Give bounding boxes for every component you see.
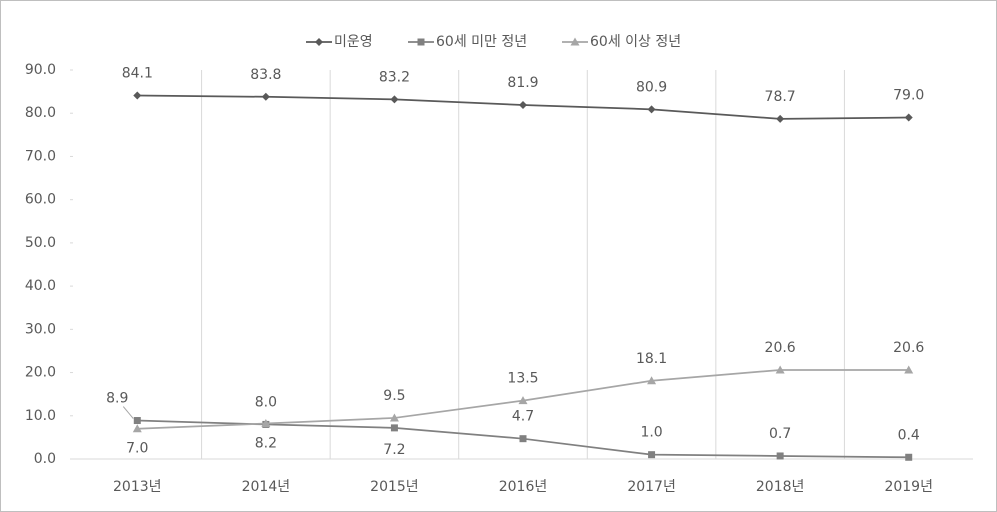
data-label: 18.1: [636, 351, 667, 367]
data-label: 79.0: [893, 88, 924, 104]
marker: [261, 92, 270, 101]
leader-line: [122, 406, 134, 419]
marker: [647, 376, 657, 385]
legend-marker: [417, 38, 425, 46]
marker: [133, 91, 142, 100]
y-tick-label: 40.0: [25, 278, 56, 294]
marker: [776, 114, 785, 123]
data-label: 78.7: [765, 89, 796, 105]
y-tick-label: 0.0: [34, 451, 56, 467]
data-label: 0.4: [898, 427, 920, 443]
data-label: 4.7: [512, 409, 534, 425]
x-tick-label: 2016년: [499, 479, 548, 495]
x-tick-label: 2014년: [242, 479, 291, 495]
x-tick-label: 2018년: [756, 479, 805, 495]
marker: [648, 451, 656, 459]
data-label: 9.5: [383, 388, 405, 404]
data-label: 0.7: [769, 426, 791, 442]
marker: [390, 95, 399, 104]
marker: [905, 453, 913, 461]
x-tick-label: 2015년: [370, 479, 419, 495]
legend-marker: [570, 37, 580, 46]
x-tick-label: 2013년: [113, 479, 162, 495]
y-tick-label: 50.0: [25, 235, 56, 251]
x-tick-label: 2019년: [884, 479, 933, 495]
y-tick-label: 10.0: [25, 408, 56, 424]
marker: [904, 365, 914, 374]
legend-label: 60세 이상 정년: [590, 34, 681, 50]
data-label: 20.6: [765, 340, 796, 356]
data-label: 80.9: [636, 79, 667, 95]
data-label: 83.2: [379, 69, 410, 85]
marker: [519, 101, 527, 110]
data-label: 8.0: [255, 394, 277, 410]
y-tick-label: 30.0: [25, 321, 56, 337]
marker: [647, 105, 656, 114]
marker: [132, 424, 142, 433]
y-tick-label: 60.0: [25, 192, 56, 208]
legend-marker: [315, 38, 323, 46]
legend-label: 미운영: [334, 34, 373, 50]
data-label: 83.8: [250, 67, 281, 83]
marker: [775, 365, 785, 374]
y-tick-label: 80.0: [25, 105, 56, 121]
data-label: 7.2: [383, 442, 405, 458]
data-label: 84.1: [122, 66, 153, 82]
marker: [776, 452, 784, 460]
data-label: 8.9: [106, 391, 128, 407]
marker: [261, 419, 271, 428]
y-tick-label: 90.0: [25, 62, 56, 78]
marker: [133, 417, 141, 425]
data-label: 20.6: [893, 340, 924, 356]
data-label: 81.9: [507, 75, 538, 91]
legend-label: 60세 미만 정년: [436, 34, 527, 50]
marker: [389, 413, 399, 422]
data-label: 7.0: [126, 441, 148, 457]
y-tick-label: 70.0: [25, 148, 56, 164]
marker: [904, 113, 913, 122]
x-tick-label: 2017년: [627, 479, 676, 495]
marker: [519, 435, 527, 443]
marker: [518, 396, 528, 405]
marker: [390, 424, 398, 432]
data-label: 13.5: [507, 371, 538, 387]
y-tick-label: 20.0: [25, 365, 56, 381]
data-label: 1.0: [640, 425, 662, 441]
data-label: 8.2: [255, 436, 277, 452]
